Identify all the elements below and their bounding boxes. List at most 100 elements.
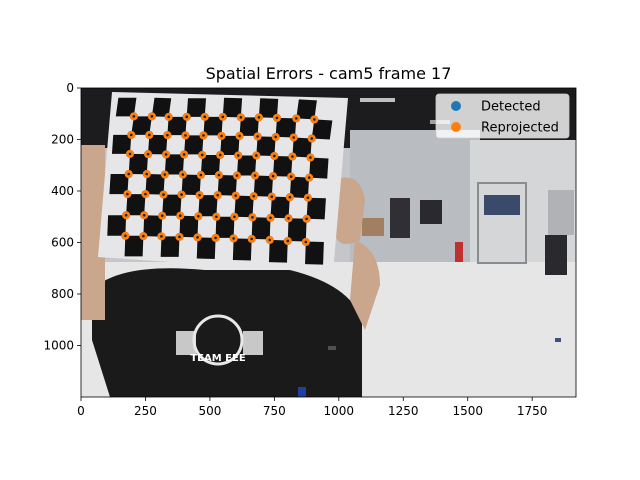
point-center-dot (185, 115, 189, 119)
point-center-dot (232, 237, 235, 240)
point-center-dot (288, 195, 292, 199)
point-center-dot (215, 215, 218, 219)
checker-square (275, 117, 297, 138)
point-center-dot (126, 192, 129, 196)
shirt-text: TEAM EEE (190, 353, 245, 364)
point-center-dot (273, 154, 276, 158)
point-center-dot (270, 195, 274, 198)
checker-square (107, 215, 127, 236)
scatter-points (121, 112, 319, 246)
point-center-dot (144, 192, 147, 196)
point-center-dot (184, 134, 187, 137)
checker-square (196, 237, 216, 259)
checker-square (258, 98, 279, 118)
checker-square (270, 196, 290, 219)
point-center-dot (199, 173, 203, 177)
checker-square (128, 153, 149, 175)
checker-square (164, 154, 185, 175)
checker-square (220, 135, 240, 155)
checker-square (145, 174, 165, 195)
point-center-dot (235, 174, 239, 177)
point-center-dot (257, 116, 261, 119)
checker-square (268, 239, 288, 263)
checker-square (151, 97, 172, 117)
point-center-dot (309, 156, 312, 159)
point-center-dot (127, 172, 130, 176)
point-center-dot (307, 176, 311, 179)
point-center-dot (163, 173, 167, 176)
point-center-dot (216, 193, 219, 197)
point-center-dot (304, 240, 308, 244)
checker-square (200, 154, 221, 176)
point-center-dot (178, 214, 182, 218)
point-center-dot (218, 153, 222, 157)
point-center-dot (145, 172, 149, 176)
point-center-dot (197, 214, 200, 218)
point-center-dot (162, 193, 165, 196)
y-tick-label: 1000 (43, 339, 74, 353)
point-center-dot (239, 116, 243, 119)
point-center-dot (234, 194, 237, 197)
point-center-dot (291, 155, 294, 158)
point-center-dot (167, 115, 170, 119)
checker-square (287, 218, 307, 242)
point-center-dot (181, 173, 185, 176)
checker-square (309, 157, 329, 179)
point-center-dot (180, 193, 183, 196)
point-center-dot (214, 236, 217, 240)
checker-square (167, 116, 187, 136)
checker-square (289, 176, 310, 199)
point-center-dot (306, 196, 310, 199)
checker-square (179, 215, 199, 238)
point-center-dot (164, 153, 168, 156)
checker-square (111, 134, 132, 154)
background-image: TEAM EEE (81, 88, 576, 397)
legend-label-detected: Detected (481, 100, 541, 115)
x-tick-label: 750 (263, 404, 286, 418)
checkerboard-target (107, 97, 333, 265)
checker-square (126, 194, 146, 216)
point-center-dot (150, 115, 154, 118)
checker-square (160, 236, 180, 257)
checker-square (124, 235, 144, 257)
point-center-dot (128, 152, 132, 156)
checker-square (296, 99, 317, 120)
point-center-dot (252, 194, 256, 198)
point-center-dot (287, 216, 290, 220)
point-center-dot (274, 135, 277, 139)
checker-square (305, 241, 324, 265)
checker-square (306, 197, 326, 220)
point-center-dot (202, 134, 205, 137)
point-center-dot (310, 137, 314, 140)
y-tick-label: 400 (51, 184, 74, 198)
point-center-dot (196, 236, 199, 239)
point-center-dot (275, 116, 279, 120)
y-tick-label: 600 (51, 236, 74, 250)
point-center-dot (148, 133, 151, 137)
point-center-dot (124, 234, 127, 238)
legend-label-reprojected: Reprojected (481, 121, 559, 136)
checker-square (109, 174, 129, 195)
series-reprojected (121, 112, 319, 246)
checker-square (234, 195, 254, 218)
legend-marker-detected (451, 101, 461, 111)
point-center-dot (286, 239, 290, 243)
point-center-dot (269, 216, 272, 220)
checker-square (311, 119, 333, 140)
point-center-dot (238, 134, 241, 138)
point-center-dot (124, 213, 128, 217)
point-center-dot (236, 154, 240, 157)
x-tick-label: 1250 (388, 404, 419, 418)
y-tick-label: 0 (66, 81, 74, 95)
checker-square (292, 137, 312, 158)
x-axis: 0 250 500 750 1000 1250 1500 1750 (77, 397, 547, 418)
point-center-dot (166, 133, 169, 137)
checker-square (148, 134, 168, 155)
x-tick-label: 500 (198, 404, 221, 418)
legend-marker-reprojected (451, 122, 461, 132)
x-tick-label: 1500 (452, 404, 483, 418)
point-center-dot (200, 153, 204, 157)
point-center-dot (132, 115, 136, 118)
point-center-dot (198, 193, 201, 197)
